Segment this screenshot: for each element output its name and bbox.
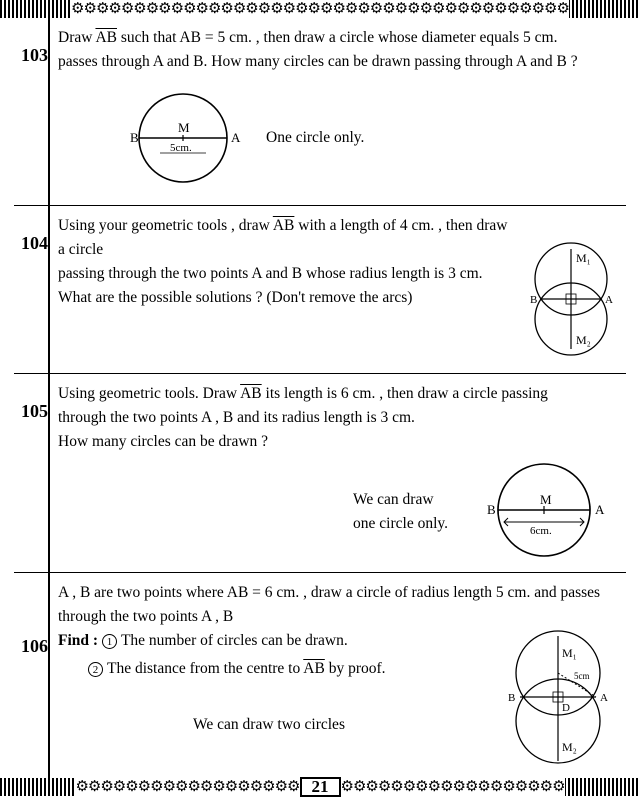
svg-text:5cm: 5cm bbox=[574, 671, 590, 681]
svg-text:B: B bbox=[130, 130, 139, 145]
page-number: 21 bbox=[300, 777, 341, 797]
decorative-border-top: ⚙⚙⚙⚙⚙⚙⚙⚙⚙⚙⚙⚙⚙⚙⚙⚙⚙⚙⚙⚙⚙⚙⚙⚙⚙⚙⚙⚙⚙⚙⚙⚙⚙⚙⚙⚙⚙⚙⚙⚙ bbox=[0, 0, 640, 18]
problem-text: Using geometric tools. Draw AB its lengt… bbox=[58, 382, 620, 454]
problem-number: 105 bbox=[8, 396, 48, 428]
figure-circle-arrow: B A M 6cm. bbox=[474, 460, 614, 564]
text: by proof. bbox=[325, 660, 386, 677]
text: such that AB = 5 cm. , then draw a circl… bbox=[117, 29, 557, 46]
problem-number: 103 bbox=[8, 40, 48, 72]
problem-105: 105 Using geometric tools. Draw AB its l… bbox=[14, 374, 626, 573]
svg-text:M₂: M₂ bbox=[562, 740, 577, 754]
figure-two-circles: M₁ M₂ B A bbox=[516, 234, 626, 364]
text: its length is 6 cm. , then draw a circle… bbox=[262, 385, 548, 402]
text: Using geometric tools. Draw bbox=[58, 385, 240, 402]
answer-text: We can draw one circle only. bbox=[353, 488, 448, 536]
answer-text: One circle only. bbox=[266, 126, 364, 150]
segment-ab: AB bbox=[273, 217, 295, 234]
text: What are the possible solutions ? (Don't… bbox=[58, 289, 412, 306]
problem-106: 106 A , B are two points where AB = 6 cm… bbox=[14, 573, 626, 773]
svg-text:A: A bbox=[231, 130, 241, 145]
svg-text:B: B bbox=[487, 502, 496, 517]
text: How many circles can be drawn ? bbox=[58, 433, 268, 450]
problem-number: 106 bbox=[8, 631, 48, 663]
svg-text:6cm.: 6cm. bbox=[530, 525, 552, 537]
figure-two-circles-chord: M₁ M₂ B A D 5cm bbox=[496, 621, 626, 771]
problem-number: 104 bbox=[8, 228, 48, 260]
gear-row: ⚙⚙⚙⚙⚙⚙⚙⚙⚙⚙⚙⚙⚙⚙⚙⚙⚙⚙⚙⚙⚙⚙⚙⚙⚙⚙⚙⚙⚙⚙⚙⚙⚙⚙⚙⚙⚙⚙⚙⚙ bbox=[71, 0, 569, 18]
svg-text:A: A bbox=[595, 502, 605, 517]
text: Using your geometric tools , draw bbox=[58, 217, 273, 234]
svg-text:A: A bbox=[600, 692, 608, 704]
svg-text:M: M bbox=[540, 492, 552, 507]
find-label: Find : bbox=[58, 632, 98, 649]
text: through the two points A , B bbox=[58, 608, 233, 625]
segment-ab: AB bbox=[240, 385, 262, 402]
gear-row-right: ⚙⚙⚙⚙⚙⚙⚙⚙⚙⚙⚙⚙⚙⚙⚙⚙⚙⚙ bbox=[341, 778, 565, 796]
problem-104: 104 Using your geometric tools , draw AB… bbox=[14, 206, 626, 374]
svg-text:M₂: M₂ bbox=[576, 333, 591, 347]
segment-ab: AB bbox=[95, 29, 117, 46]
text: passes through A and B. How many circles… bbox=[58, 53, 578, 70]
svg-text:B: B bbox=[530, 294, 537, 306]
svg-text:B: B bbox=[508, 692, 515, 704]
problem-text: Draw AB such that AB = 5 cm. , then draw… bbox=[58, 26, 620, 74]
text: through the two points A , B and its rad… bbox=[58, 409, 415, 426]
svg-text:D: D bbox=[562, 702, 570, 714]
segment-ab: AB bbox=[303, 660, 325, 677]
svg-text:5cm.: 5cm. bbox=[170, 142, 192, 154]
text: A , B are two points where AB = 6 cm. , … bbox=[58, 584, 600, 601]
decorative-border-bottom: ⚙⚙⚙⚙⚙⚙⚙⚙⚙⚙⚙⚙⚙⚙⚙⚙⚙⚙ 21 ⚙⚙⚙⚙⚙⚙⚙⚙⚙⚙⚙⚙⚙⚙⚙⚙⚙⚙ bbox=[0, 778, 640, 796]
gear-row-left: ⚙⚙⚙⚙⚙⚙⚙⚙⚙⚙⚙⚙⚙⚙⚙⚙⚙⚙ bbox=[75, 778, 299, 796]
item-marker-1: 1 bbox=[102, 634, 117, 649]
svg-text:M: M bbox=[178, 120, 190, 135]
text: Draw bbox=[58, 29, 95, 46]
svg-text:A: A bbox=[605, 294, 613, 306]
text: The distance from the centre to bbox=[107, 660, 303, 677]
text: one circle only. bbox=[353, 515, 448, 532]
item-marker-2: 2 bbox=[88, 662, 103, 677]
text: We can draw bbox=[353, 491, 434, 508]
svg-text:M₁: M₁ bbox=[562, 646, 577, 660]
figure-circle-diameter: B A M 5cm. bbox=[118, 88, 248, 188]
problem-103: 103 Draw AB such that AB = 5 cm. , then … bbox=[14, 18, 626, 206]
page-content: 103 Draw AB such that AB = 5 cm. , then … bbox=[14, 18, 626, 778]
text: The number of circles can be drawn. bbox=[121, 632, 348, 649]
text: passing through the two points A and B w… bbox=[58, 265, 483, 282]
svg-text:M₁: M₁ bbox=[576, 251, 591, 265]
